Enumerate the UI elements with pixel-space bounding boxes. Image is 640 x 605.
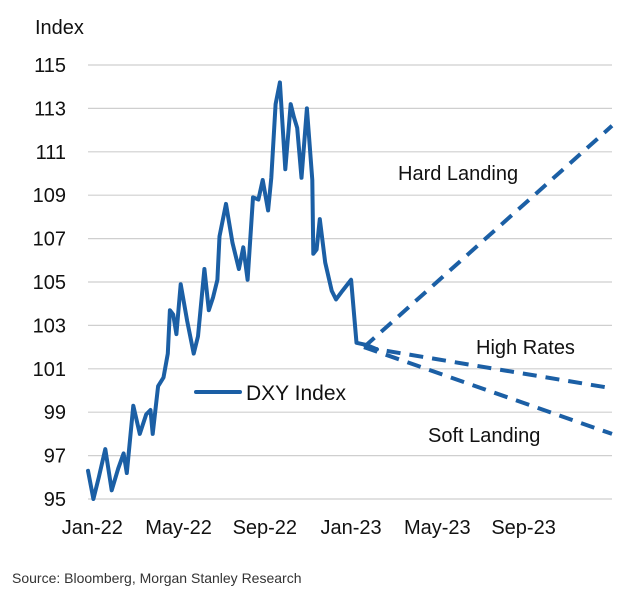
y-tick-label: 107 <box>33 229 66 251</box>
x-tick-label: Sep-22 <box>233 517 298 539</box>
y-tick-label: 95 <box>44 489 66 511</box>
y-axis-label: Index <box>35 17 84 39</box>
y-tick-label: 103 <box>33 315 66 337</box>
annotation-high-rates: High Rates <box>476 337 575 359</box>
annotation-soft-landing: Soft Landing <box>428 425 540 447</box>
x-tick-label: May-22 <box>145 517 212 539</box>
y-tick-label: 113 <box>34 98 66 120</box>
x-tick-label: May-23 <box>404 517 471 539</box>
y-tick-label: 99 <box>44 402 66 424</box>
series-soft-landing <box>363 345 613 436</box>
y-tick-label: 109 <box>33 185 66 207</box>
y-tick-label: 115 <box>34 55 66 77</box>
legend-label: DXY Index <box>246 382 347 405</box>
x-tick-label: Sep-23 <box>491 517 556 539</box>
annotation-hard-landing: Hard Landing <box>398 163 518 185</box>
series-hard-landing <box>362 124 614 349</box>
y-tick-label: 111 <box>36 142 66 164</box>
y-tick-label: 105 <box>33 272 66 294</box>
x-tick-label: Jan-22 <box>62 517 123 539</box>
series-high-rates <box>363 345 613 391</box>
x-tick-label: Jan-23 <box>321 517 382 539</box>
y-tick-label: 97 <box>44 446 66 468</box>
y-tick-label: 101 <box>33 359 66 381</box>
series-dxy-index <box>86 80 379 501</box>
source-note: Source: Bloomberg, Morgan Stanley Resear… <box>12 570 302 586</box>
